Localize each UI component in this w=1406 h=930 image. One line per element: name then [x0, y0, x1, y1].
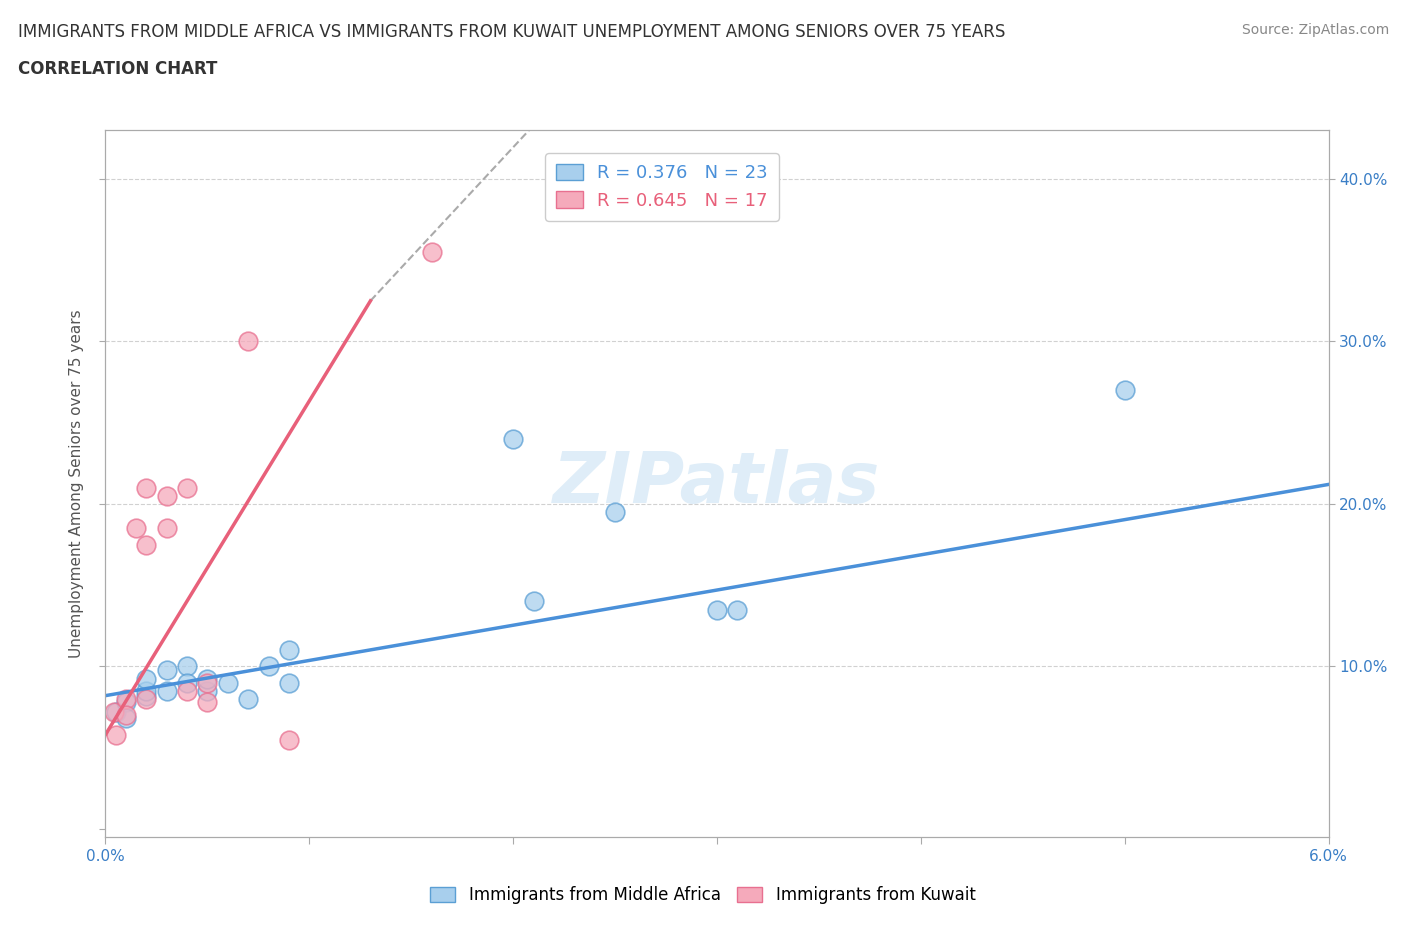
- Point: [1114, 383, 1136, 398]
- Point: [176, 684, 198, 698]
- Point: [176, 659, 198, 674]
- Point: [135, 480, 157, 495]
- Text: IMMIGRANTS FROM MIDDLE AFRICA VS IMMIGRANTS FROM KUWAIT UNEMPLOYMENT AMONG SENIO: IMMIGRANTS FROM MIDDLE AFRICA VS IMMIGRA…: [18, 23, 1005, 41]
- Point: [195, 684, 219, 698]
- Point: [195, 672, 219, 687]
- Y-axis label: Unemployment Among Seniors over 75 years: Unemployment Among Seniors over 75 years: [69, 310, 84, 658]
- Point: [605, 505, 627, 520]
- Point: [502, 432, 524, 446]
- Point: [104, 727, 127, 742]
- Point: [278, 675, 301, 690]
- Point: [104, 704, 127, 719]
- Point: [523, 594, 546, 609]
- Point: [155, 684, 177, 698]
- Point: [135, 688, 157, 703]
- Point: [278, 643, 301, 658]
- Point: [115, 695, 138, 710]
- Text: CORRELATION CHART: CORRELATION CHART: [18, 60, 218, 78]
- Point: [176, 675, 198, 690]
- Point: [706, 602, 728, 617]
- Point: [135, 691, 157, 706]
- Point: [115, 691, 138, 706]
- Point: [725, 602, 748, 617]
- Point: [155, 488, 177, 503]
- Point: [115, 711, 138, 725]
- Point: [135, 684, 157, 698]
- Legend: Immigrants from Middle Africa, Immigrants from Kuwait: Immigrants from Middle Africa, Immigrant…: [423, 879, 983, 910]
- Point: [125, 521, 148, 536]
- Point: [135, 672, 157, 687]
- Point: [176, 480, 198, 495]
- Point: [135, 538, 157, 552]
- Point: [217, 675, 239, 690]
- Point: [236, 334, 259, 349]
- Point: [236, 691, 259, 706]
- Text: ZIPatlas: ZIPatlas: [554, 449, 880, 518]
- Point: [155, 662, 177, 677]
- Legend: R = 0.376   N = 23, R = 0.645   N = 17: R = 0.376 N = 23, R = 0.645 N = 17: [546, 153, 779, 220]
- Text: Source: ZipAtlas.com: Source: ZipAtlas.com: [1241, 23, 1389, 37]
- Point: [103, 704, 125, 719]
- Point: [195, 695, 219, 710]
- Point: [155, 521, 177, 536]
- Point: [420, 245, 443, 259]
- Point: [115, 708, 138, 723]
- Point: [257, 659, 280, 674]
- Point: [278, 732, 301, 747]
- Point: [195, 675, 219, 690]
